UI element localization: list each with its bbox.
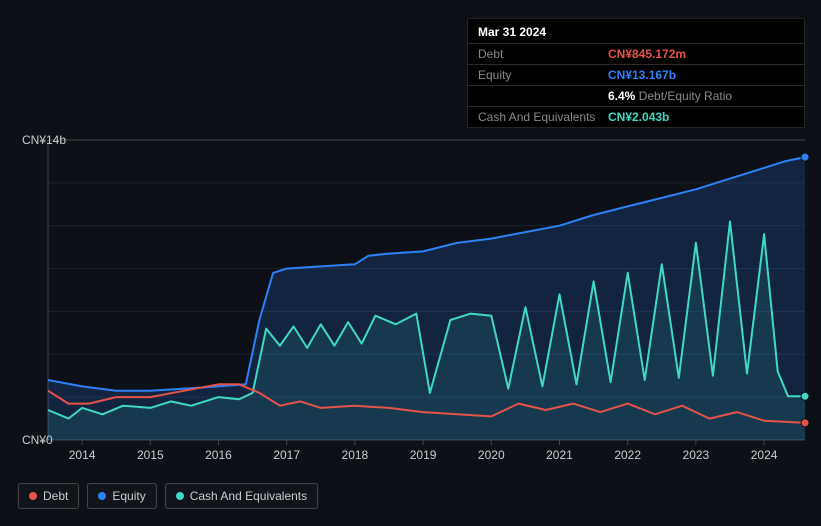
y-axis-label-0: CN¥0 bbox=[22, 433, 53, 447]
legend-label-debt: Debt bbox=[43, 489, 68, 503]
x-axis-label-2016: 2016 bbox=[205, 448, 232, 462]
x-axis-label-2021: 2021 bbox=[546, 448, 573, 462]
legend-label-equity: Equity bbox=[112, 489, 145, 503]
legend-item-debt[interactable]: Debt bbox=[18, 483, 79, 509]
debt-equity-chart: CN¥0 CN¥14b 2014 2015 2016 2017 2018 2019 2020… bbox=[0, 0, 821, 526]
tooltip-row-label: Equity bbox=[478, 68, 608, 82]
x-axis-label-2020: 2020 bbox=[478, 448, 505, 462]
tooltip-row-0: DebtCN¥845.172m bbox=[468, 43, 804, 64]
tooltip-row-label: Debt bbox=[478, 47, 608, 61]
tooltip-row-value: CN¥2.043b bbox=[608, 110, 794, 124]
legend-dot-debt bbox=[29, 492, 37, 500]
tooltip-row-label bbox=[478, 89, 608, 103]
legend-item-cash[interactable]: Cash And Equivalents bbox=[165, 483, 318, 509]
tooltip-row-value: CN¥845.172m bbox=[608, 47, 794, 61]
tooltip-row-2: 6.4% Debt/Equity Ratio bbox=[468, 85, 804, 106]
tooltip-row-3: Cash And EquivalentsCN¥2.043b bbox=[468, 106, 804, 127]
x-axis-label-2022: 2022 bbox=[614, 448, 641, 462]
y-axis-label-14: CN¥14b bbox=[22, 133, 66, 147]
chart-legend: Debt Equity Cash And Equivalents bbox=[18, 483, 318, 509]
x-axis-label-2014: 2014 bbox=[69, 448, 96, 462]
x-axis-label-2015: 2015 bbox=[137, 448, 164, 462]
x-axis-label-2017: 2017 bbox=[273, 448, 300, 462]
chart-tooltip: Mar 31 2024 DebtCN¥845.172mEquityCN¥13.1… bbox=[467, 18, 805, 128]
tooltip-date: Mar 31 2024 bbox=[468, 19, 804, 43]
legend-dot-cash bbox=[176, 492, 184, 500]
tooltip-row-value: CN¥13.167b bbox=[608, 68, 794, 82]
legend-label-cash: Cash And Equivalents bbox=[190, 489, 307, 503]
x-axis-label-2024: 2024 bbox=[751, 448, 778, 462]
legend-item-equity[interactable]: Equity bbox=[87, 483, 156, 509]
tooltip-row-value: 6.4% Debt/Equity Ratio bbox=[608, 89, 794, 103]
tooltip-row-label: Cash And Equivalents bbox=[478, 110, 608, 124]
x-axis-label-2019: 2019 bbox=[410, 448, 437, 462]
legend-dot-equity bbox=[98, 492, 106, 500]
x-axis-label-2023: 2023 bbox=[683, 448, 710, 462]
x-axis-label-2018: 2018 bbox=[342, 448, 369, 462]
tooltip-row-1: EquityCN¥13.167b bbox=[468, 64, 804, 85]
